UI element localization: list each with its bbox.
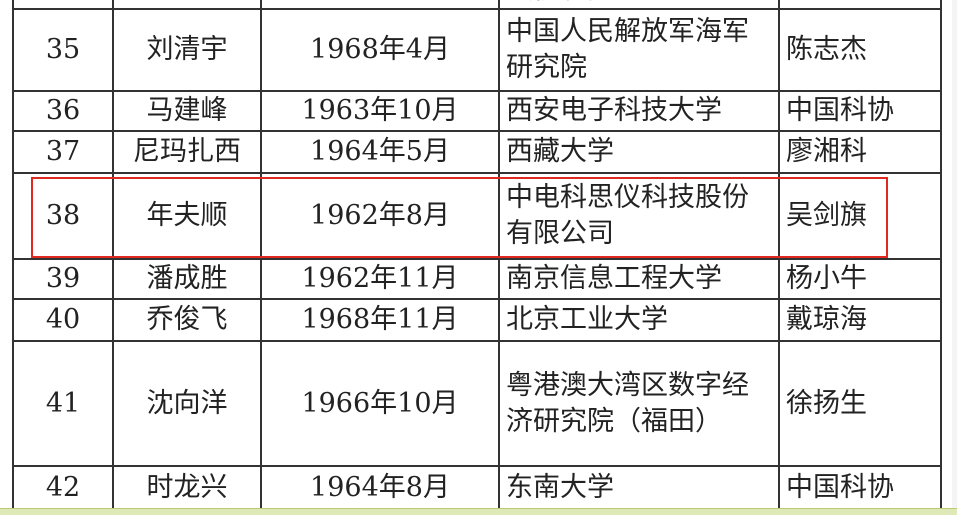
page-edge [952,0,957,508]
cell-birth: 1964年8月 [260,465,500,510]
cell-no: 39 [12,258,114,300]
cell-name: 马建峰 [112,90,262,132]
candidate-table: 股份有限公司35刘清宇1968年4月中国人民解放军海军研究院陈志杰36马建峰19… [12,0,942,514]
cell-unit: 粤港澳大湾区数字经济研究院（福田） [498,340,780,467]
cell-birth: 1963年10月 [260,90,500,132]
table-row: 36 马建峰 1963年10月 西安电子科技大学 中国科协 [12,90,942,132]
cell-recommender: 陈志杰 [778,8,942,92]
cell-recommender: 廖湘科 [778,130,942,174]
table-row: 37 尼玛扎西 1964年5月 西藏大学 廖湘科 [12,130,942,174]
cell-recommender: 中国科协 [778,90,942,132]
cell-name: 年夫顺 [112,172,262,260]
cell-name: 尼玛扎西 [112,130,262,174]
cell-name: 沈向洋 [112,340,262,467]
cell-birth [260,0,500,10]
bottom-strip [0,508,957,515]
cell-no: 36 [12,90,114,132]
cell-no: 42 [12,465,114,510]
table-row: 股份有限公司 [12,0,942,10]
cell-recommender: 吴剑旗 [778,172,942,260]
table-row: 35 刘清宇 1968年4月 中国人民解放军海军研究院 陈志杰 [12,8,942,92]
cell-birth: 1968年4月 [260,8,500,92]
cell-birth: 1968年11月 [260,298,500,342]
cell-no: 41 [12,340,114,467]
table-row: 38 年夫顺 1962年8月 中电科思仪科技股份有限公司 吴剑旗 [12,172,942,260]
cell-name: 时龙兴 [112,465,262,510]
cell-unit: 西安电子科技大学 [498,90,780,132]
cell-recommender [778,0,942,10]
cell-recommender: 中国科协 [778,465,942,510]
cell-birth: 1962年8月 [260,172,500,260]
cell-name: 潘成胜 [112,258,262,300]
cell-unit: 股份有限公司 [498,0,780,10]
table-row: 41 沈向洋 1966年10月 粤港澳大湾区数字经济研究院（福田） 徐扬生 [12,340,942,467]
cell-birth: 1966年10月 [260,340,500,467]
cell-no: 40 [12,298,114,342]
table-row: 42 时龙兴 1964年8月 东南大学 中国科协 [12,465,942,510]
cell-unit: 北京工业大学 [498,298,780,342]
cell-unit: 中电科思仪科技股份有限公司 [498,172,780,260]
cell-birth: 1964年5月 [260,130,500,174]
cell-recommender: 戴琼海 [778,298,942,342]
cell-unit: 中国人民解放军海军研究院 [498,8,780,92]
cell-no: 38 [12,172,114,260]
cell-unit: 东南大学 [498,465,780,510]
cell-recommender: 徐扬生 [778,340,942,467]
cell-recommender: 杨小牛 [778,258,942,300]
cell-name [112,0,262,10]
cell-unit: 西藏大学 [498,130,780,174]
cell-no: 35 [12,8,114,92]
cell-birth: 1962年11月 [260,258,500,300]
cell-name: 刘清宇 [112,8,262,92]
cell-unit: 南京信息工程大学 [498,258,780,300]
cell-name: 乔俊飞 [112,298,262,342]
table-row: 40 乔俊飞 1968年11月 北京工业大学 戴琼海 [12,298,942,342]
cell-no [12,0,114,10]
cell-no: 37 [12,130,114,174]
table-row: 39 潘成胜 1962年11月 南京信息工程大学 杨小牛 [12,258,942,300]
